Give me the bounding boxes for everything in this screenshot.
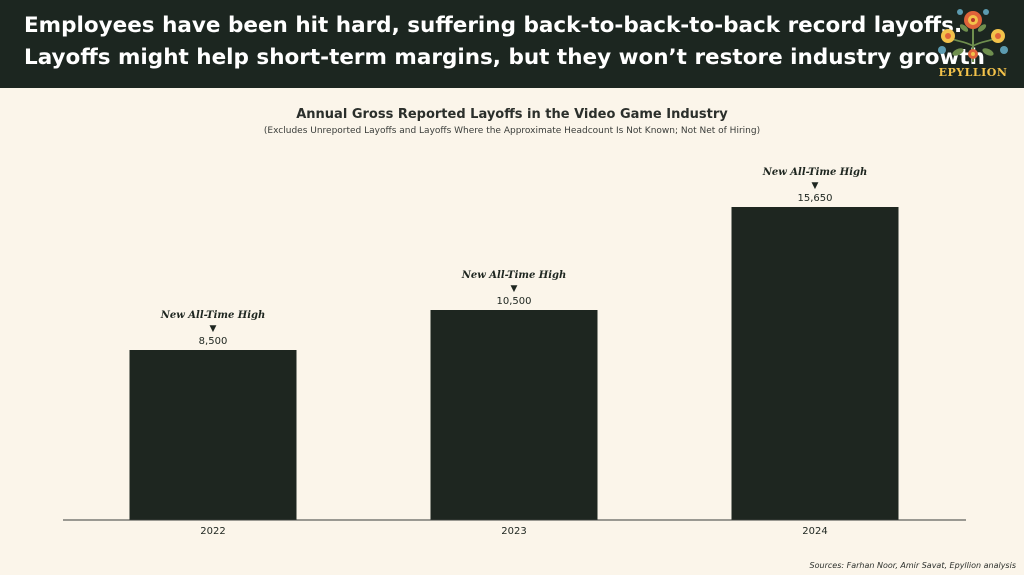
epyllion-logo: EPYLLION [928, 6, 1018, 84]
source-note: Sources: Farhan Noor, Amir Savat, Epylli… [809, 561, 1016, 570]
floral-emblem-icon [938, 9, 1008, 62]
headline: Employees have been hit hard, suffering … [24, 10, 985, 74]
tick-label-2024: 2024 [802, 526, 827, 537]
chart-subtitle: (Excludes Unreported Layoffs and Layoffs… [263, 126, 761, 136]
annotation-arrow-2022: ▼ [210, 324, 217, 334]
headline-line-2: Layoffs might help short-term margins, b… [24, 45, 985, 70]
annotation-arrow-2024: ▼ [812, 181, 819, 191]
chart-title: Annual Gross Reported Layoffs in the Vid… [296, 107, 728, 122]
bar-2022 [129, 350, 297, 520]
tick-label-2022: 2022 [200, 526, 225, 537]
logo-text: EPYLLION [938, 66, 1008, 79]
bar-2024 [731, 207, 899, 520]
annotation-2024: New All-Time High [762, 167, 868, 178]
bar-2023 [430, 310, 598, 520]
tick-label-2023: 2023 [501, 526, 526, 537]
annotation-2023: New All-Time High [461, 270, 567, 281]
value-label-2022: 8,500 [199, 336, 228, 347]
value-label-2023: 10,500 [497, 296, 532, 307]
headline-line-1: Employees have been hit hard, suffering … [24, 13, 963, 38]
annotation-2022: New All-Time High [160, 310, 266, 321]
annotation-arrow-2023: ▼ [511, 284, 518, 294]
header-bar: Employees have been hit hard, suffering … [0, 0, 1024, 88]
value-label-2024: 15,650 [798, 193, 833, 204]
